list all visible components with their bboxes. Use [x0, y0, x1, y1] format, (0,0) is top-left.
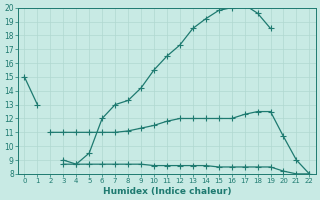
X-axis label: Humidex (Indice chaleur): Humidex (Indice chaleur): [103, 187, 231, 196]
